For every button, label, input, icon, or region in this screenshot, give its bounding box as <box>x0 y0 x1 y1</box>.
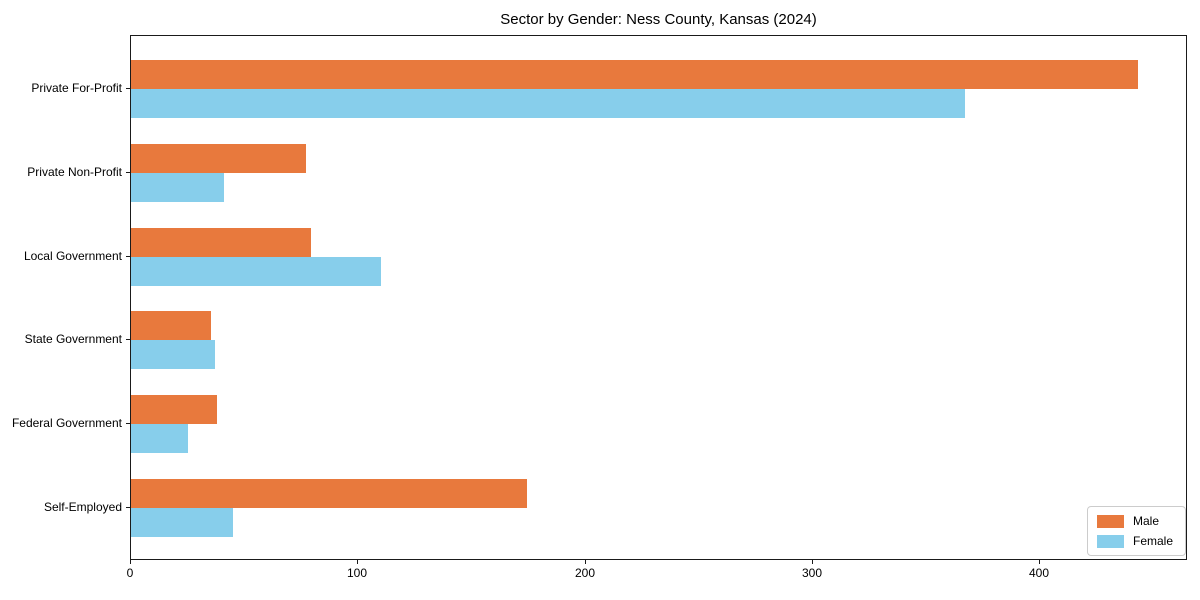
y-tick-mark <box>126 339 130 340</box>
bar-male-local-government <box>131 228 311 257</box>
bar-male-self-employed <box>131 479 527 508</box>
bar-male-state-government <box>131 311 211 340</box>
legend-swatch-female <box>1096 534 1124 548</box>
x-tick-label: 400 <box>1028 566 1050 580</box>
bar-female-local-government <box>131 257 381 286</box>
y-label-private-non-profit: Private Non-Profit <box>27 165 122 179</box>
y-tick-mark <box>126 256 130 257</box>
y-tick-mark <box>126 88 130 89</box>
y-label-state-government: State Government <box>24 332 122 346</box>
x-tick-label: 200 <box>574 566 596 580</box>
y-label-local-government: Local Government <box>23 249 122 263</box>
legend: Male Female <box>1086 506 1186 556</box>
legend-item-female: Female <box>1096 534 1173 548</box>
y-tick-mark <box>126 172 130 173</box>
legend-swatch-male <box>1096 514 1124 528</box>
bar-female-self-employed <box>131 508 233 537</box>
x-tick-mark <box>357 560 358 564</box>
legend-label-female: Female <box>1132 534 1173 548</box>
y-label-private-for-profit: Private For-Profit <box>31 81 122 95</box>
bar-female-federal-government <box>131 424 188 453</box>
bar-male-private-for-profit <box>131 60 1138 89</box>
x-tick-label: 100 <box>346 566 368 580</box>
x-tick-mark <box>812 560 813 564</box>
y-label-self-employed: Self-Employed <box>43 500 122 514</box>
y-tick-mark <box>126 507 130 508</box>
x-tick-label: 300 <box>801 566 823 580</box>
bar-male-federal-government <box>131 395 217 424</box>
bar-male-private-non-profit <box>131 144 306 173</box>
x-tick-mark <box>585 560 586 564</box>
legend-items: Male Female <box>1096 514 1173 548</box>
y-label-federal-government: Federal Government <box>11 416 122 430</box>
x-tick-mark <box>130 560 131 564</box>
bar-female-state-government <box>131 340 215 369</box>
bar-female-private-for-profit <box>131 89 965 118</box>
chart-title: Sector by Gender: Ness County, Kansas (2… <box>500 11 817 28</box>
y-tick-mark <box>126 423 130 424</box>
bar-female-private-non-profit <box>131 173 224 202</box>
x-tick-mark <box>1039 560 1040 564</box>
legend-item-male: Male <box>1096 514 1173 528</box>
x-tick-label: 0 <box>126 566 134 580</box>
x-axis: 0 100 200 300 400 <box>126 560 1187 590</box>
plot-area <box>130 35 1187 560</box>
legend-label-male: Male <box>1132 514 1159 528</box>
